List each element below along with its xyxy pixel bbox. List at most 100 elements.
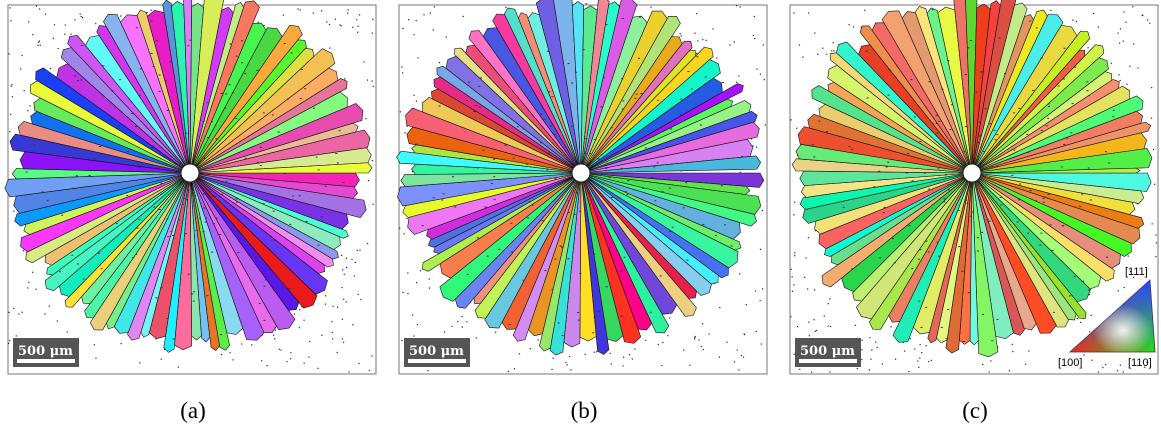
noise-dot (372, 33, 373, 34)
noise-dot (817, 54, 818, 55)
noise-dot (346, 301, 347, 302)
grain-boundary-speck (98, 253, 100, 254)
grain-boundary-speck (193, 301, 195, 302)
grain-boundary-speck (236, 56, 238, 57)
grain-boundary-speck (618, 139, 620, 140)
grain-boundary-speck (503, 40, 505, 41)
grain-boundary-speck (228, 84, 230, 85)
grain-boundary-speck (996, 166, 998, 167)
noise-dot (762, 210, 763, 211)
noise-dot (332, 338, 333, 339)
grain-boundary-speck (585, 3, 587, 4)
grain-boundary-speck (1011, 175, 1013, 176)
grain-boundary-speck (892, 238, 894, 239)
noise-dot (416, 282, 417, 283)
grain-boundary-speck (299, 195, 301, 196)
noise-dot (9, 131, 10, 132)
grain-boundary-speck (685, 182, 687, 183)
grain-boundary-speck (1027, 233, 1029, 234)
noise-dot (8, 343, 9, 344)
noise-dot (463, 16, 464, 17)
grain-boundary-speck (207, 137, 209, 138)
noise-dot (429, 278, 430, 279)
noise-dot (150, 10, 151, 11)
grain-boundary-speck (936, 242, 938, 243)
grain-boundary-speck (215, 138, 217, 139)
grain-boundary-speck (59, 93, 61, 94)
grain-boundary-speck (1018, 199, 1020, 200)
grain-boundary-speck (300, 98, 302, 99)
grain-boundary-speck (89, 175, 91, 176)
noise-dot (791, 269, 792, 270)
noise-dot (743, 356, 744, 357)
grain-boundary-speck (589, 153, 591, 154)
noise-dot (694, 337, 695, 338)
grain-boundary-speck (321, 216, 323, 217)
ebsd-map: 500 μm (790, 0, 1158, 374)
noise-dot (1028, 350, 1029, 351)
noise-dot (29, 105, 30, 106)
grain-boundary-speck (821, 194, 823, 195)
grain-boundary-speck (1043, 202, 1045, 203)
grain-boundary-speck (211, 121, 213, 122)
grain-boundary-speck (1081, 194, 1083, 195)
noise-dot (261, 360, 262, 361)
grain-boundary-speck (606, 24, 608, 25)
noise-dot (9, 312, 10, 313)
noise-dot (290, 352, 291, 353)
grain-boundary-speck (965, 200, 967, 201)
noise-dot (53, 38, 54, 39)
noise-dot (505, 7, 506, 8)
noise-dot (1123, 371, 1124, 372)
noise-dot (645, 340, 646, 341)
grain-boundary-speck (638, 58, 640, 59)
noise-dot (669, 317, 670, 318)
noise-dot (416, 20, 417, 21)
noise-dot (36, 6, 37, 7)
core (572, 164, 590, 182)
noise-dot (357, 32, 358, 33)
noise-dot (67, 331, 68, 332)
noise-dot (44, 313, 45, 314)
noise-dot (359, 249, 360, 250)
noise-dot (371, 355, 372, 356)
grain-boundary-speck (74, 76, 76, 77)
grain-boundary-speck (235, 118, 237, 119)
grain-boundary-speck (575, 72, 577, 73)
grain-boundary-speck (620, 271, 622, 272)
noise-dot (399, 228, 400, 229)
grain-boundary-speck (636, 94, 638, 95)
noise-dot (37, 45, 38, 46)
grain-boundary-speck (642, 188, 644, 189)
grain-boundary-speck (138, 95, 140, 96)
noise-dot (870, 359, 871, 360)
grain-boundary-speck (1041, 57, 1043, 58)
noise-dot (729, 44, 730, 45)
grain-boundary-speck (151, 53, 153, 54)
grain-boundary-speck (160, 194, 162, 195)
grain-boundary-speck (1018, 108, 1020, 109)
noise-dot (792, 291, 793, 292)
grain-boundary-speck (976, 92, 978, 93)
grain-boundary-speck (541, 220, 543, 221)
scale-bar-label: 500 μm (409, 344, 464, 359)
noise-dot (22, 55, 23, 56)
grain-boundary-speck (680, 99, 682, 100)
grain-boundary-speck (119, 79, 121, 80)
grain-boundary-speck (233, 203, 235, 204)
grain-boundary-speck (186, 194, 188, 195)
noise-dot (346, 267, 347, 268)
noise-dot (344, 78, 345, 79)
noise-dot (760, 300, 761, 301)
noise-dot (355, 262, 356, 263)
grain-boundary-speck (818, 121, 820, 122)
grain-boundary-speck (597, 311, 599, 312)
noise-dot (570, 369, 571, 370)
noise-dot (367, 79, 368, 80)
grain-boundary-speck (672, 227, 674, 228)
noise-dot (1129, 66, 1130, 67)
noise-dot (849, 24, 850, 25)
grain-boundary-speck (241, 62, 243, 63)
noise-dot (989, 371, 990, 372)
noise-dot (352, 27, 353, 28)
